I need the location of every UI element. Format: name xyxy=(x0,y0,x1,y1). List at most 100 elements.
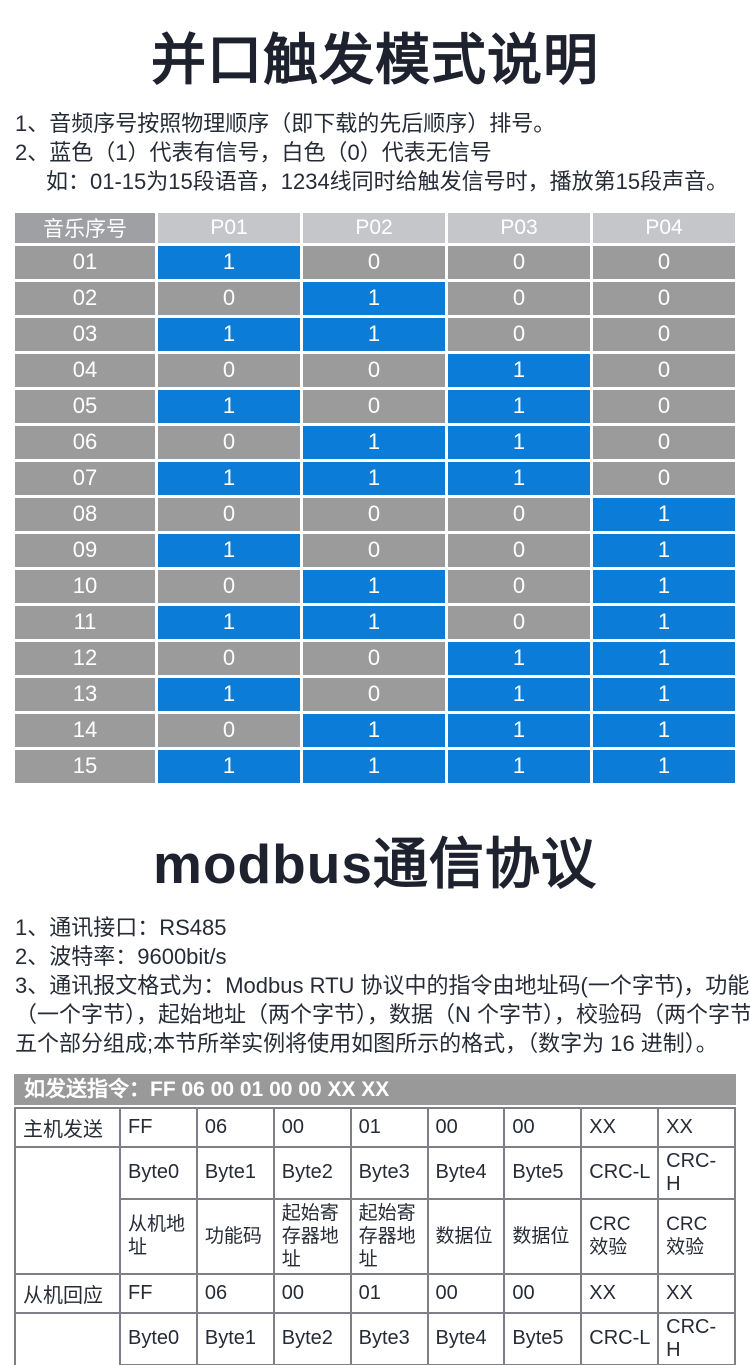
music-index-cell: 10 xyxy=(15,569,155,603)
music-index-cell: 15 xyxy=(15,749,155,783)
signal-cell: 0 xyxy=(448,281,590,315)
modbus-value-row: 从机回应 FF 06 00 01 00 00 XX XX xyxy=(14,1272,736,1314)
modbus-byte-name: CRC-H xyxy=(657,1311,736,1365)
music-index-cell: 03 xyxy=(15,317,155,351)
signal-cell: 1 xyxy=(593,533,735,567)
note-line: 1、通讯接口：RS485 xyxy=(15,914,227,940)
modbus-byte-name: CRC-L xyxy=(580,1145,660,1200)
signal-cell: 0 xyxy=(303,641,445,675)
music-index-cell: 11 xyxy=(15,605,155,639)
signal-cell: 0 xyxy=(303,389,445,423)
modbus-byte-value: 00 xyxy=(272,1272,352,1314)
modbus-byte-value: XX xyxy=(657,1272,736,1314)
note-line: 如：01-15为15段语音，1234线同时给触发信号时，播放第15段声音。 xyxy=(46,168,729,194)
trigger-header-port: P02 xyxy=(303,212,445,243)
signal-cell: 1 xyxy=(303,605,445,639)
modbus-table-wrap: 如发送指令：FF 06 00 01 00 00 XX XX 主机发送 FF 06 00… xyxy=(14,1073,736,1365)
signal-cell: 1 xyxy=(158,749,300,783)
modbus-byte-value: 00 xyxy=(426,1272,506,1314)
signal-cell: 1 xyxy=(593,569,735,603)
modbus-byte-name: Byte5 xyxy=(503,1311,583,1365)
modbus-byte-value: XX xyxy=(657,1106,736,1148)
modbus-byte-name: Byte5 xyxy=(503,1145,583,1200)
trigger-table-row: 06 0 1 1 0 xyxy=(15,425,735,459)
trigger-table-row: 07 1 1 1 0 xyxy=(15,461,735,495)
signal-cell: 0 xyxy=(448,605,590,639)
signal-cell: 0 xyxy=(158,281,300,315)
signal-cell: 0 xyxy=(303,245,445,279)
music-index-cell: 07 xyxy=(15,461,155,495)
signal-cell: 1 xyxy=(448,641,590,675)
signal-cell: 0 xyxy=(593,425,735,459)
modbus-byte-name: Byte1 xyxy=(195,1311,275,1365)
modbus-byte-value: 00 xyxy=(503,1272,583,1314)
modbus-byte-value: 01 xyxy=(349,1272,429,1314)
note-line: 2、蓝色（1）代表有信号，白色（0）代表无信号 xyxy=(15,139,492,165)
modbus-byte-value: FF xyxy=(119,1106,198,1148)
signal-cell: 0 xyxy=(448,569,590,603)
modbus-byte-desc: CRC 效验 xyxy=(657,1197,736,1275)
modbus-byte-value: XX xyxy=(580,1272,660,1314)
music-index-cell: 08 xyxy=(15,497,155,531)
modbus-section-title: modbus通信协议 xyxy=(153,832,597,895)
trigger-table-row: 02 0 1 0 0 xyxy=(15,281,735,315)
signal-cell: 1 xyxy=(303,425,445,459)
modbus-byte-row: Byte0 Byte1 Byte2 Byte3 Byte4 Byte5 CRC-L CRC-H xyxy=(14,1145,736,1275)
signal-cell: 0 xyxy=(448,245,590,279)
note-line: 2、波特率：9600bit/s xyxy=(15,943,227,969)
signal-cell: 1 xyxy=(158,677,300,711)
signal-cell: 0 xyxy=(158,497,300,531)
modbus-byte-row: Byte0 Byte1 Byte2 Byte3 Byte4 Byte5 CRC-L CRC-H xyxy=(14,1311,736,1365)
signal-cell: 1 xyxy=(448,677,590,711)
signal-cell: 0 xyxy=(303,533,445,567)
signal-cell: 1 xyxy=(303,569,445,603)
signal-cell: 1 xyxy=(158,461,300,495)
signal-cell: 0 xyxy=(448,497,590,531)
trigger-table-row: 12 0 0 1 1 xyxy=(15,641,735,675)
signal-cell: 0 xyxy=(158,425,300,459)
section-modbus: modbus通信协议 1、通讯接口：RS485 2、波特率：9600bit/s 3、… xyxy=(0,786,750,1365)
modbus-byte-desc: 数据位 xyxy=(426,1197,506,1275)
note-line: （一个字节），起始地址（两个字节），数据（N 个字节），校验码（两个字节) xyxy=(15,1001,750,1027)
modbus-byte-value: 00 xyxy=(426,1106,506,1148)
signal-cell: 1 xyxy=(448,425,590,459)
modbus-byte-name: Byte1 xyxy=(195,1145,275,1200)
modbus-row-label-spacer xyxy=(14,1311,121,1365)
modbus-byte-name: Byte4 xyxy=(426,1145,506,1200)
modbus-byte-value: 06 xyxy=(195,1106,275,1148)
modbus-table: 主机发送 FF 06 00 01 00 00 XX XX Byte0 Byte1 Byte2 Byte3… xyxy=(14,1106,736,1365)
signal-cell: 0 xyxy=(303,353,445,387)
modbus-row-label: 主机发送 xyxy=(14,1106,121,1148)
modbus-row-label-spacer xyxy=(14,1145,121,1275)
signal-cell: 1 xyxy=(593,497,735,531)
signal-cell: 1 xyxy=(448,713,590,747)
music-index-cell: 06 xyxy=(15,425,155,459)
modbus-byte-name: Byte4 xyxy=(426,1311,506,1365)
signal-cell: 1 xyxy=(448,749,590,783)
modbus-table-caption: 如发送指令：FF 06 00 01 00 00 XX XX xyxy=(14,1073,736,1105)
signal-cell: 1 xyxy=(303,713,445,747)
modbus-byte-name: Byte2 xyxy=(272,1311,352,1365)
modbus-row-label: 从机回应 xyxy=(14,1272,121,1314)
modbus-byte-name: Byte0 xyxy=(119,1311,198,1365)
modbus-byte-value: 00 xyxy=(272,1106,352,1148)
music-index-cell: 05 xyxy=(15,389,155,423)
trigger-table-row: 09 1 0 0 1 xyxy=(15,533,735,567)
signal-cell: 1 xyxy=(448,461,590,495)
signal-cell: 0 xyxy=(593,281,735,315)
music-index-cell: 04 xyxy=(15,353,155,387)
signal-cell: 1 xyxy=(303,461,445,495)
signal-cell: 0 xyxy=(448,317,590,351)
trigger-table-row: 03 1 1 0 0 xyxy=(15,317,735,351)
trigger-table-row: 01 1 0 0 0 xyxy=(15,245,735,279)
trigger-header-label: 音乐序号 xyxy=(15,212,155,243)
modbus-byte-desc: 功能码 xyxy=(195,1197,275,1275)
signal-cell: 1 xyxy=(158,245,300,279)
music-index-cell: 01 xyxy=(15,245,155,279)
modbus-desc-row: 从机地 址功能码 起始寄 存器地址 起始寄 存器地址 数据位 数据位 CRC 效验 CRC … xyxy=(15,1197,736,1275)
section-parallel-trigger: 并口触发模式说明 1、音频序号按照物理顺序（即下载的先后顺序）排号。 2、蓝色（1… xyxy=(15,29,735,783)
signal-cell: 1 xyxy=(593,641,735,675)
modbus-byte-name: Byte3 xyxy=(349,1145,429,1200)
note-line: 3、通讯报文格式为：Modbus RTU 协议中的指令由地址码(一个字节)，功能… xyxy=(15,972,750,998)
signal-cell: 0 xyxy=(593,245,735,279)
